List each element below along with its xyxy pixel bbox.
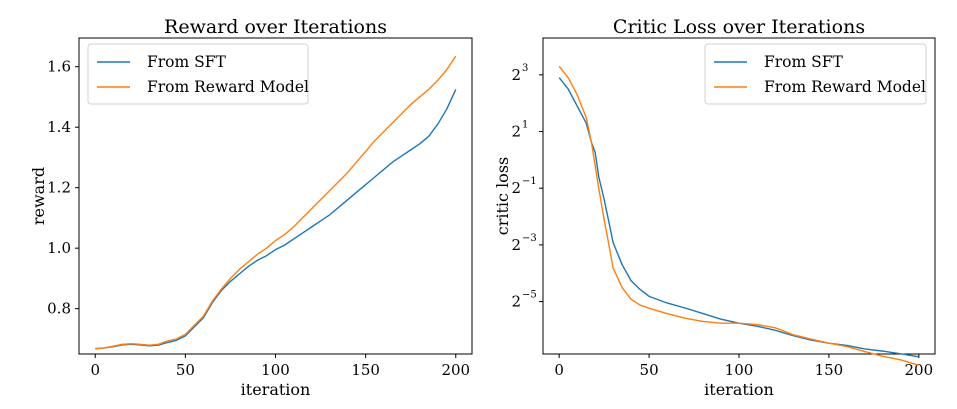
x-tick-label: 200: [441, 361, 470, 379]
y-tick-label: 2: [511, 123, 521, 141]
y-tick-exponent: −5: [522, 290, 537, 301]
x-tick-label: 50: [176, 361, 195, 379]
critic-loss-y-axis-label: critic loss: [493, 157, 512, 236]
y-tick-exponent: 3: [522, 63, 528, 74]
x-tick-label: 100: [261, 361, 290, 379]
series-line-from-sft: [95, 89, 457, 350]
reward-y-axis-label: reward: [29, 167, 48, 225]
x-tick-label: 0: [90, 361, 100, 379]
y-tick-label: 1.2: [47, 179, 71, 197]
critic-loss-legend: From SFT From Reward Model: [704, 43, 927, 105]
y-tick-label: 1.4: [47, 118, 71, 136]
y-tick-label: 2: [511, 66, 521, 84]
legend-label-from-sft: From SFT: [147, 53, 226, 71]
y-tick-label: 2: [511, 293, 521, 311]
legend-label-from-reward-model: From Reward Model: [147, 78, 309, 96]
y-tick-exponent: −3: [522, 233, 537, 244]
x-tick-label: 150: [351, 361, 380, 379]
critic-loss-chart: Critic Loss over Iterations 0 50 100 150 200…: [493, 16, 936, 399]
critic-loss-chart-title: Critic Loss over Iterations: [613, 16, 865, 38]
x-tick-label: 100: [725, 361, 754, 379]
series-line-from-reward-model: [95, 55, 457, 350]
y-tick-exponent: −1: [522, 176, 537, 187]
y-tick-label: 1.6: [47, 58, 71, 76]
y-tick-label: 2: [511, 179, 521, 197]
x-tick-label: 50: [640, 361, 659, 379]
legend-label-from-reward-model: From Reward Model: [764, 78, 926, 96]
y-tick-label: 2: [511, 236, 521, 254]
y-tick-label: 1.0: [47, 239, 71, 257]
reward-chart: Reward over Iterations 0 50 100 150 200 0.8 1…: [29, 16, 473, 399]
reward-x-axis-label: iteration: [241, 380, 311, 399]
x-tick-label: 150: [815, 361, 844, 379]
reward-chart-title: Reward over Iterations: [164, 16, 387, 38]
series-line-from-reward-model: [558, 65, 920, 366]
x-tick-label: 0: [554, 361, 564, 379]
series-line-from-sft: [558, 77, 919, 358]
y-tick-label: 0.8: [47, 300, 71, 318]
legend-label-from-sft: From SFT: [764, 53, 843, 71]
x-tick-label: 200: [904, 361, 933, 379]
y-tick-exponent: 1: [522, 120, 528, 131]
reward-legend: From SFT From Reward Model: [87, 43, 309, 105]
critic-loss-x-axis-label: iteration: [704, 380, 774, 399]
